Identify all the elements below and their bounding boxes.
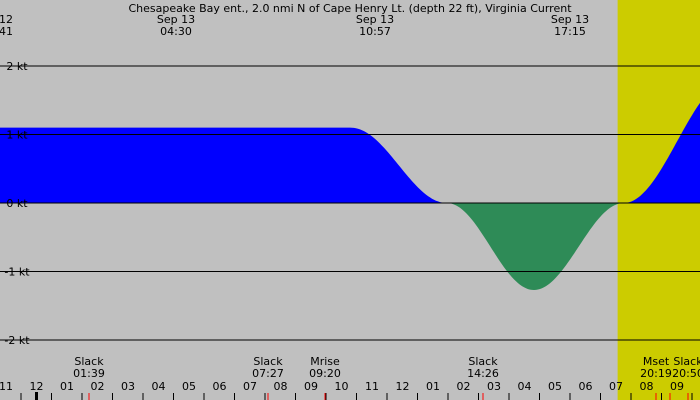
event-date: Sep 13 xyxy=(551,13,589,26)
ebb-current-area xyxy=(0,203,700,290)
event-label: Mrise xyxy=(310,355,340,368)
event-label: Mset xyxy=(643,355,670,368)
event-label: Slack xyxy=(468,355,498,368)
y-tick-label: 2 kt xyxy=(6,60,28,73)
x-tick-label: 06 xyxy=(213,380,227,393)
x-tick-label: 01 xyxy=(60,380,74,393)
midnight-marker xyxy=(35,392,38,400)
event-date: Sep 13 xyxy=(356,13,394,26)
x-tick-label: 08 xyxy=(640,380,654,393)
y-tick-label: 1 kt xyxy=(6,129,28,142)
x-tick-label: 03 xyxy=(487,380,501,393)
x-tick-label: 08 xyxy=(274,380,288,393)
x-tick-label: 04 xyxy=(152,380,166,393)
current-areas xyxy=(0,102,700,290)
y-tick-label: -2 kt xyxy=(4,334,30,347)
bottom-events: Slack01:39Slack07:27Mrise09:20Slack14:26… xyxy=(73,355,700,380)
event-time: 04:30 xyxy=(160,25,192,38)
y-axis-labels: 2 kt 1 kt 0 kt -1 kt -2 kt xyxy=(4,60,30,347)
event-label: Slack xyxy=(673,355,700,368)
x-tick-label: 05 xyxy=(548,380,562,393)
event-time: 07:27 xyxy=(252,367,284,380)
chart-title: Chesapeake Bay ent., 2.0 nmi N of Cape H… xyxy=(128,2,572,15)
gridlines xyxy=(0,65,700,341)
x-tick-label: 09 xyxy=(304,380,318,393)
x-tick-label: 03 xyxy=(121,380,135,393)
x-tick-label: 10 xyxy=(335,380,349,393)
event-time: 17:15 xyxy=(554,25,586,38)
event-time: 41 xyxy=(0,25,13,38)
x-tick-label: 05 xyxy=(182,380,196,393)
event-time: 20:50 xyxy=(672,367,700,380)
flood-current-area xyxy=(0,102,700,203)
x-tick-label: 07 xyxy=(609,380,623,393)
x-tick-label: 12 xyxy=(30,380,44,393)
event-time: 10:57 xyxy=(359,25,391,38)
x-tick-label: 02 xyxy=(91,380,105,393)
x-axis-ticks: 11 12 01 02 03 04 05 06 07 08 09 10 11 12 01 02 03 04 05 06… xyxy=(0,380,693,400)
x-tick-label: 06 xyxy=(579,380,593,393)
x-tick-label: 11 xyxy=(0,380,13,393)
event-label: Slack xyxy=(253,355,283,368)
x-tick-label: 02 xyxy=(457,380,471,393)
event-date: Sep 13 xyxy=(157,13,195,26)
event-time: 14:26 xyxy=(467,367,499,380)
event-label: Slack xyxy=(74,355,104,368)
x-tick-label: 09 xyxy=(670,380,684,393)
y-tick-label: 0 kt xyxy=(6,197,28,210)
x-tick-label: 07 xyxy=(243,380,257,393)
event-time: 20:19 xyxy=(640,367,672,380)
x-tick-label: 11 xyxy=(365,380,379,393)
event-time: 01:39 xyxy=(73,367,105,380)
event-date: 12 xyxy=(0,13,13,26)
x-tick-label: 04 xyxy=(518,380,532,393)
event-time: 09:20 xyxy=(309,367,341,380)
x-tick-label: 01 xyxy=(426,380,440,393)
y-tick-label: -1 kt xyxy=(4,266,30,279)
x-tick-label: 12 xyxy=(396,380,410,393)
